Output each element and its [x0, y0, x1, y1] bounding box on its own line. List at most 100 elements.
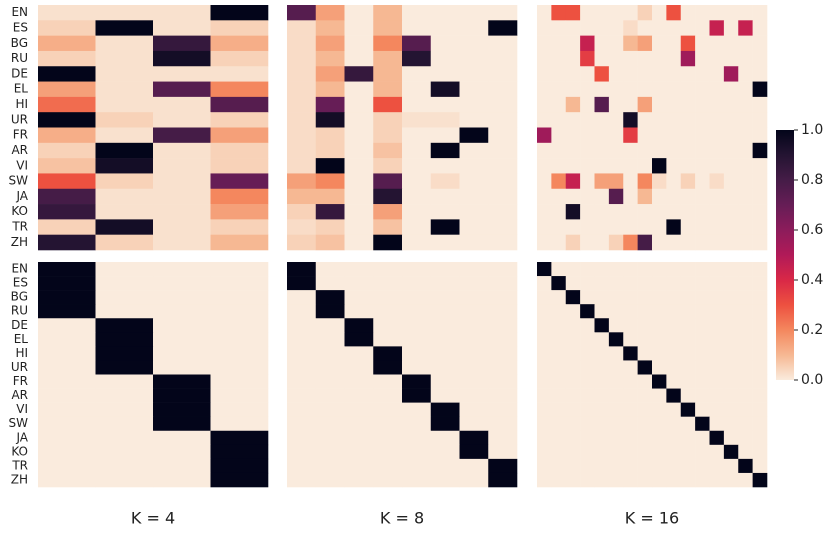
heatmap-cell — [723, 360, 739, 375]
heatmap-cell — [210, 234, 269, 251]
heatmap-cell — [287, 416, 317, 432]
heatmap-cell — [210, 458, 269, 474]
heatmap-cell — [709, 96, 725, 113]
heatmap-cell — [344, 50, 374, 67]
heatmap-cell — [38, 35, 96, 52]
heatmap-cell — [695, 332, 710, 347]
heatmap-cell — [680, 142, 696, 159]
heatmap-cell — [723, 20, 739, 36]
heatmap-cell — [153, 262, 211, 277]
heatmap-cell — [488, 112, 518, 128]
heatmap-cell — [709, 158, 725, 174]
heatmap-cell — [488, 346, 518, 361]
heatmap-cell — [738, 173, 753, 190]
heatmap-cell — [752, 416, 768, 432]
heatmap-cell — [709, 388, 725, 403]
heatmap-cell — [652, 219, 667, 235]
heatmap-cell — [210, 276, 269, 291]
heatmap-cell — [344, 304, 374, 319]
heatmap-cell — [488, 96, 518, 113]
heatmap-cell — [723, 304, 739, 319]
heatmap-cell — [623, 20, 638, 36]
heatmap-cell — [430, 173, 460, 190]
heatmap-cell — [344, 388, 374, 403]
heatmap-cell — [695, 81, 710, 98]
heatmap-cell — [594, 66, 610, 82]
heatmap-cell — [695, 173, 710, 190]
heatmap-cell — [623, 66, 638, 82]
heatmap-cell — [608, 374, 624, 389]
heatmap-cell — [652, 276, 667, 291]
heatmap-cell — [287, 458, 317, 474]
heatmap-cell — [38, 472, 96, 488]
heatmap-cell — [153, 112, 211, 128]
heatmap-cell — [551, 204, 567, 220]
row-label: FR — [13, 374, 28, 388]
heatmap-cell — [402, 402, 432, 417]
row-label: BG — [11, 36, 28, 50]
heatmap-cell — [695, 20, 710, 36]
heatmap-cell — [344, 290, 374, 305]
heatmap-cell — [210, 472, 269, 488]
heatmap-cell — [752, 219, 768, 235]
heatmap-cell — [551, 304, 567, 319]
heatmap-cell — [315, 35, 345, 52]
heatmap-cell — [594, 374, 610, 389]
heatmap-cell — [537, 374, 552, 389]
heatmap-cell — [623, 374, 638, 389]
heatmap-cell — [402, 96, 432, 113]
heatmap-cell — [430, 81, 460, 98]
heatmap-cell — [608, 458, 624, 474]
heatmap-cell — [537, 173, 552, 190]
heatmap-cell — [709, 416, 725, 432]
heatmap-cell — [666, 81, 682, 98]
heatmap-cell — [723, 402, 739, 417]
heatmap-cell — [565, 204, 581, 220]
heatmap-cell — [594, 81, 610, 98]
heatmap-cell — [430, 142, 460, 159]
heatmap-cell — [637, 430, 653, 446]
heatmap-cell — [551, 35, 567, 52]
heatmap-cell — [565, 112, 581, 128]
heatmap-cell — [344, 402, 374, 417]
heatmap-cell — [738, 402, 753, 417]
heatmap-cell — [373, 388, 403, 403]
heatmap-cell — [565, 388, 581, 403]
heatmap-cell — [637, 472, 653, 488]
heatmap-cell — [695, 360, 710, 375]
heatmap-cell — [709, 276, 725, 291]
heatmap-cell — [608, 66, 624, 82]
heatmap-cell — [608, 173, 624, 190]
heatmap-cell — [738, 219, 753, 235]
heatmap-cell — [430, 204, 460, 220]
heatmap-cell — [738, 81, 753, 98]
heatmap-cell — [551, 374, 567, 389]
heatmap-cell — [153, 142, 211, 159]
heatmap-cell — [38, 416, 96, 432]
heatmap-cell — [153, 81, 211, 98]
heatmap-cell — [551, 430, 567, 446]
heatmap-cell — [430, 5, 460, 21]
heatmap-cell — [315, 96, 345, 113]
heatmap-cell — [287, 142, 317, 159]
heatmap-cell — [738, 127, 753, 144]
heatmap-cell — [38, 96, 96, 113]
heatmap-cell — [38, 204, 96, 220]
row-label: ZH — [11, 235, 28, 249]
heatmap-cell — [709, 374, 725, 389]
heatmap-cell — [723, 112, 739, 128]
heatmap-cell — [373, 346, 403, 361]
heatmap-cell — [709, 472, 725, 488]
heatmap-cell — [344, 430, 374, 446]
heatmap-cell — [695, 276, 710, 291]
heatmap-cell — [459, 318, 489, 333]
heatmap-cell — [594, 332, 610, 347]
heatmap-cell — [752, 276, 768, 291]
heatmap-cell — [315, 472, 345, 488]
heatmap-cell — [315, 112, 345, 128]
heatmap-cell — [723, 173, 739, 190]
heatmap-cell — [287, 188, 317, 205]
heatmap-cell — [695, 50, 710, 67]
heatmap-cell — [287, 35, 317, 52]
heatmap-cell — [565, 304, 581, 319]
